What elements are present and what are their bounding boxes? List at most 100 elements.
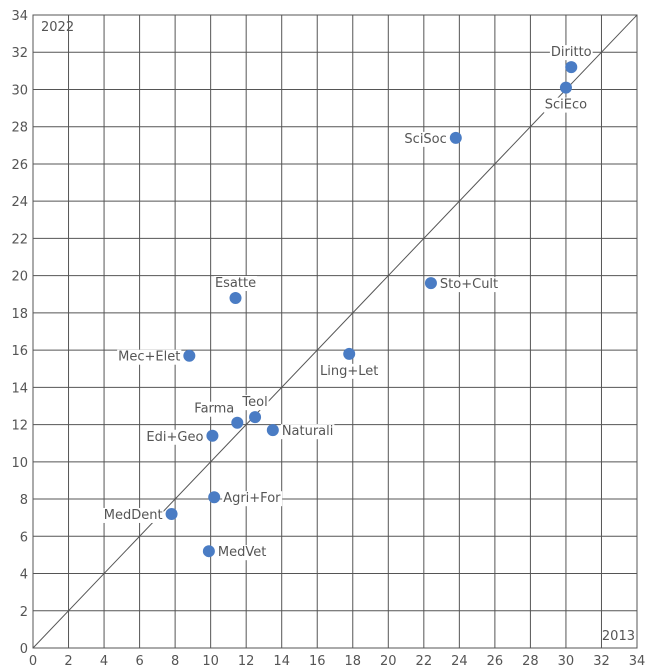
x-tick-label: 16 (309, 654, 326, 669)
point-label-background (193, 401, 236, 417)
y-tick-label: 8 (20, 493, 28, 508)
x-tick-label: 12 (238, 654, 255, 669)
point-marker (424, 277, 437, 290)
x-tick-label: 10 (202, 654, 219, 669)
y-tick-label: 16 (11, 344, 28, 359)
y-tick-label: 34 (11, 9, 28, 24)
data-point: Diritto (549, 45, 593, 74)
x-tick-label: 26 (487, 654, 504, 669)
data-point: Ling+Let (319, 347, 380, 379)
point-label-background (549, 45, 593, 61)
point-label: SciEco (545, 98, 587, 113)
point-label: Ling+Let (320, 364, 378, 379)
point-marker (449, 131, 462, 144)
x-tick-label: 22 (416, 654, 433, 669)
y-tick-label: 12 (11, 419, 28, 434)
point-label: Mec+Elet (118, 350, 180, 365)
data-point: MedDent (102, 507, 178, 523)
data-point: SciSoc (403, 131, 462, 147)
point-label: Naturali (282, 424, 334, 439)
x-tick-label: 2 (64, 654, 72, 669)
x-tick-label: 18 (344, 654, 361, 669)
data-point: Edi+Geo (145, 429, 219, 445)
y-corner-label: 2022 (41, 20, 74, 35)
point-label-background (319, 363, 380, 379)
y-tick-label: 4 (20, 568, 28, 583)
point-marker (208, 491, 221, 504)
y-tick-label: 24 (11, 195, 28, 210)
data-points: Diritto SciEco SciSoc Sto+Cult Esatte Ling+Le… (102, 45, 593, 561)
point-label: Farma (194, 402, 234, 417)
y-tick-label: 26 (11, 158, 28, 173)
point-label-background (102, 507, 164, 523)
point-label-background (438, 277, 500, 293)
point-marker (183, 349, 196, 362)
point-label-background (145, 429, 205, 445)
point-label-background (213, 275, 258, 291)
x-corner-label: 2013 (602, 629, 635, 644)
point-marker (231, 416, 244, 429)
point-marker (202, 545, 215, 558)
data-point: Farma (193, 401, 244, 429)
point-label: Esatte (215, 276, 256, 291)
point-label-background (117, 349, 182, 365)
point-label: Agri+For (223, 491, 281, 506)
point-label: Diritto (551, 45, 592, 60)
point-label: Teol (241, 395, 267, 410)
x-tick-label: 30 (558, 654, 575, 669)
point-label: MedVet (218, 545, 266, 560)
y-tick-label: 14 (11, 381, 28, 396)
point-marker (165, 507, 178, 520)
point-marker (559, 81, 572, 94)
x-tick-label: 32 (593, 654, 610, 669)
plot-frame (32, 14, 638, 649)
point-marker (229, 291, 242, 304)
data-point: Teol (240, 395, 269, 424)
data-point: Agri+For (208, 491, 283, 507)
point-label: SciSoc (404, 132, 446, 147)
y-tick-label: 2 (20, 605, 28, 620)
y-tick-label: 32 (11, 46, 28, 61)
point-marker (565, 61, 578, 74)
x-tick-label: 14 (273, 654, 290, 669)
x-tick-label: 0 (29, 654, 37, 669)
point-label-background (222, 491, 283, 507)
data-point: MedVet (202, 545, 268, 561)
y-tick-label: 30 (11, 83, 28, 98)
point-label-background (543, 97, 589, 113)
point-label-background (216, 545, 268, 561)
y-tick-label: 18 (11, 307, 28, 322)
y-tick-label: 20 (11, 270, 28, 285)
point-marker (343, 347, 356, 360)
y-tick-label: 22 (11, 232, 28, 247)
y-tick-label: 6 (20, 530, 28, 545)
point-marker (266, 424, 279, 437)
point-label-background (403, 131, 448, 147)
x-tick-label: 34 (629, 654, 646, 669)
x-tick-label: 4 (100, 654, 108, 669)
y-tick-label: 28 (11, 121, 28, 136)
reference-line-y-equals-x (32, 14, 638, 649)
x-tick-label: 8 (171, 654, 179, 669)
point-label: Edi+Geo (146, 430, 203, 445)
point-label-background (240, 395, 269, 411)
point-label-background (280, 424, 335, 440)
point-label: MedDent (104, 508, 163, 523)
x-tick-label: 6 (135, 654, 143, 669)
data-point: Esatte (213, 275, 258, 304)
x-tick-label: 20 (380, 654, 397, 669)
data-point: Sto+Cult (424, 277, 500, 293)
point-marker (249, 411, 262, 424)
data-point: Mec+Elet (117, 349, 196, 365)
x-tick-label: 24 (451, 654, 468, 669)
y-tick-label: 0 (20, 642, 28, 657)
point-marker (206, 429, 219, 442)
x-axis-ticks: 0 2 4 6 8 10 12 14 16 18 20 22 24 26 28 30 32 34 (29, 654, 645, 669)
x-tick-label: 28 (522, 654, 539, 669)
data-point: Naturali (266, 424, 335, 440)
point-label: Sto+Cult (440, 277, 498, 292)
y-tick-label: 10 (11, 456, 28, 471)
data-point: SciEco (543, 81, 589, 113)
